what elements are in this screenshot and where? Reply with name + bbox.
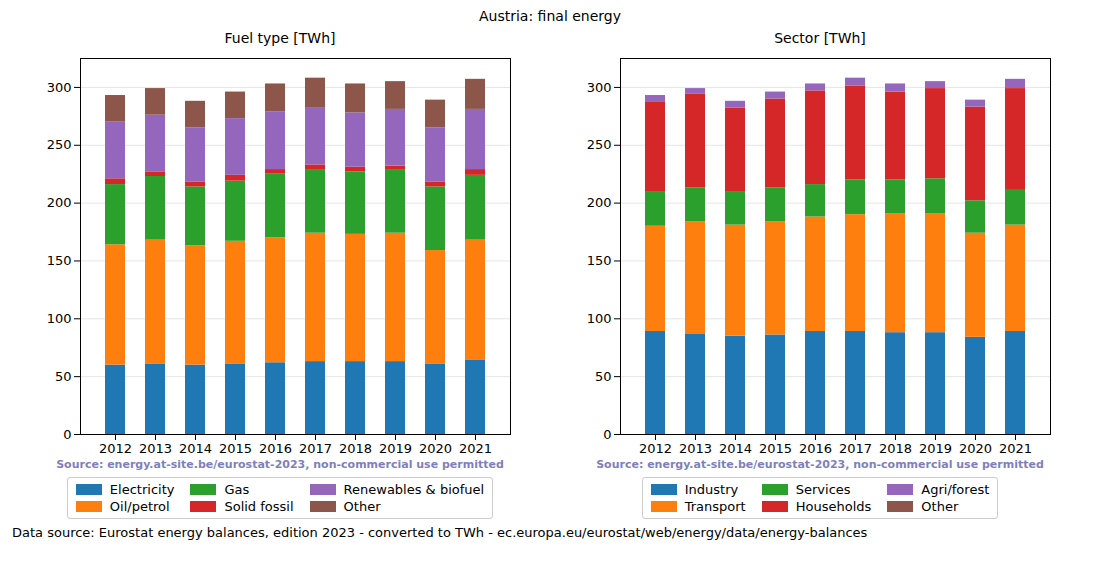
html-text:Sector [TWh]: Sector [TWh] xyxy=(774,30,866,46)
svg-text:2012: 2012 xyxy=(99,441,132,456)
html-text:Source: energy.at-site.be/euro: Source: energy.at-site.be/eurostat-2023,… xyxy=(56,458,504,471)
html-text:Source: energy.at-site.be/euro: Source: energy.at-site.be/eurostat-2023,… xyxy=(596,458,1044,471)
svg-text:150: 150 xyxy=(587,253,612,268)
svg-text:2021: 2021 xyxy=(999,441,1032,456)
svg-text:2015: 2015 xyxy=(759,441,792,456)
html-text:Services: Services xyxy=(795,482,851,497)
html-text:Fuel type [TWh]: Fuel type [TWh] xyxy=(224,30,336,46)
svg-text:100: 100 xyxy=(587,311,612,326)
svg-text:0: 0 xyxy=(603,427,611,442)
svg-text:200: 200 xyxy=(587,195,612,210)
svg-text:200: 200 xyxy=(47,195,72,210)
svg-text:2015: 2015 xyxy=(219,441,252,456)
html-text:Solid fossil: Solid fossil xyxy=(224,499,294,514)
svg-text:0: 0 xyxy=(63,427,71,442)
svg-text:2013: 2013 xyxy=(139,441,172,456)
html-text:Data source: Eurostat energy b: Data source: Eurostat energy balances, e… xyxy=(12,525,868,540)
html-text:Oil/petrol: Oil/petrol xyxy=(109,499,170,514)
svg-text:2020: 2020 xyxy=(419,441,452,456)
svg-text:2013: 2013 xyxy=(679,441,712,456)
svg-text:2016: 2016 xyxy=(259,441,292,456)
html-text:Renewables & biofuel: Renewables & biofuel xyxy=(343,482,485,497)
svg-text:2016: 2016 xyxy=(799,441,832,456)
svg-text:2017: 2017 xyxy=(839,441,872,456)
svg-text:300: 300 xyxy=(587,80,612,95)
html-text:Households: Households xyxy=(795,499,872,514)
svg-text:150: 150 xyxy=(47,253,72,268)
svg-text:2014: 2014 xyxy=(179,441,212,456)
svg-text:2021: 2021 xyxy=(459,441,492,456)
svg-text:2014: 2014 xyxy=(719,441,752,456)
svg-text:250: 250 xyxy=(47,137,72,152)
svg-text:250: 250 xyxy=(587,137,612,152)
html-text:Austria: final energy: Austria: final energy xyxy=(479,8,621,24)
svg-text:2012: 2012 xyxy=(639,441,672,456)
svg-text:50: 50 xyxy=(595,369,612,384)
html-text:Other: Other xyxy=(921,499,959,514)
html-text:Electricity: Electricity xyxy=(109,482,175,497)
svg-text:100: 100 xyxy=(47,311,72,326)
svg-text:2018: 2018 xyxy=(879,441,912,456)
svg-text:2017: 2017 xyxy=(299,441,332,456)
svg-text:300: 300 xyxy=(47,80,72,95)
svg-text:2018: 2018 xyxy=(339,441,372,456)
svg-text:2020: 2020 xyxy=(959,441,992,456)
html-text:Industry: Industry xyxy=(684,482,739,497)
html-text:Agri/forest: Agri/forest xyxy=(921,482,990,497)
svg-text:50: 50 xyxy=(55,369,72,384)
html-text:Transport: Transport xyxy=(684,499,746,514)
html-text:Other: Other xyxy=(343,499,381,514)
svg-text:2019: 2019 xyxy=(379,441,412,456)
html-text:Gas: Gas xyxy=(224,482,250,497)
svg-text:2019: 2019 xyxy=(919,441,952,456)
